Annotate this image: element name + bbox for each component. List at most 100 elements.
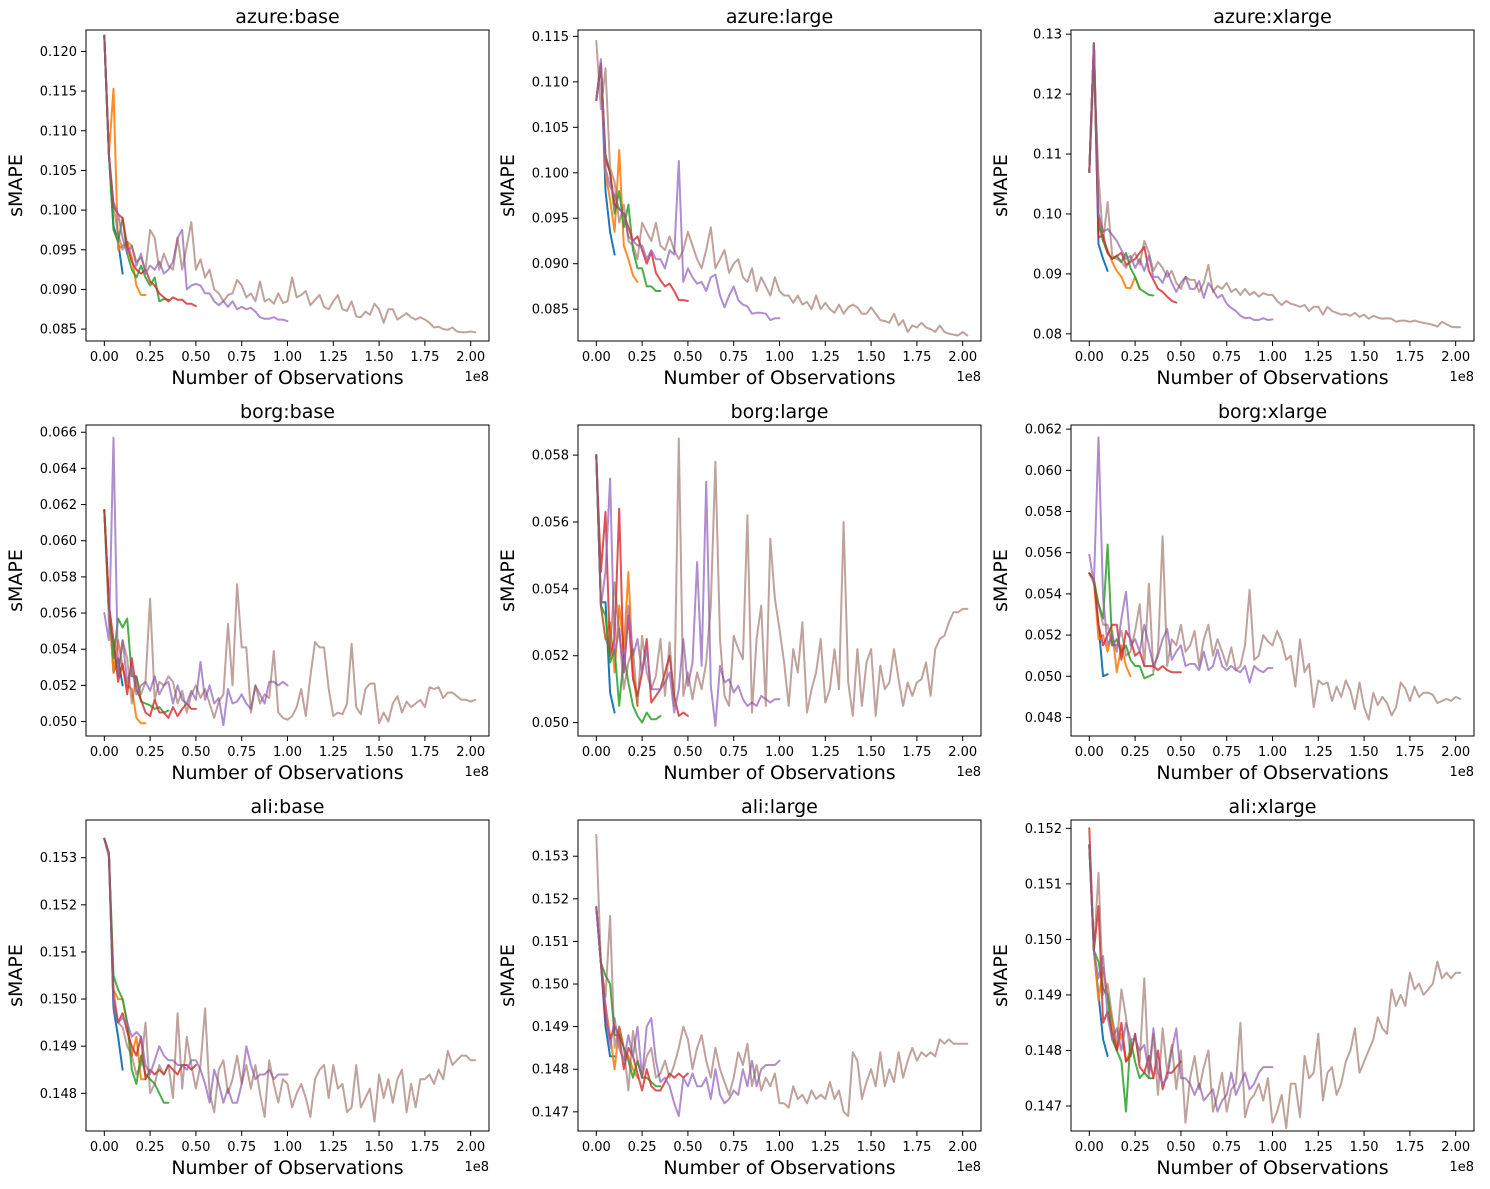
y-tick-label: 0.153 [40,851,77,866]
x-tick-label: 1.75 [1395,350,1424,365]
series-group [595,833,969,1118]
x-tick-label: 1.50 [365,350,394,365]
x-offset-label: 1e8 [1449,765,1474,780]
x-tick-label: 2.00 [456,745,485,760]
y-tick-label: 0.115 [40,85,77,100]
subplot-title: borg:large [731,401,829,423]
x-tick-label: 0.00 [90,1140,119,1155]
x-tick-label: 0.50 [1166,1140,1195,1155]
series-line-s3 [103,837,170,1104]
subplot-title: ali:xlarge [1229,796,1317,818]
y-tick-label: 0.060 [40,534,77,549]
x-tick-label: 0.00 [1075,1140,1104,1155]
y-tick-label: 0.147 [1025,1100,1062,1115]
x-axis-label: Number of Observations [663,762,895,784]
x-tick-label: 1.75 [410,350,439,365]
y-tick-label: 0.147 [532,1105,569,1120]
y-tick-label: 0.100 [532,166,569,181]
x-tick-label: 1.50 [857,350,886,365]
x-tick-label: 2.00 [1441,745,1470,760]
x-tick-label: 1.75 [1395,1140,1424,1155]
x-offset-label: 1e8 [956,765,981,780]
y-tick-label: 0.058 [532,449,569,464]
x-tick-label: 1.75 [410,1140,439,1155]
series-line-s6 [595,437,969,717]
series-line-s6 [103,509,477,725]
y-tick-label: 0.050 [532,716,569,731]
y-tick-label: 0.050 [1025,670,1062,685]
series-group [103,436,477,727]
x-tick-label: 0.25 [1121,1140,1150,1155]
y-tick-label: 0.062 [40,498,77,513]
y-tick-label: 0.148 [1025,1044,1062,1059]
y-tick-label: 0.152 [40,898,77,913]
x-tick-label: 1.75 [902,745,931,760]
x-axis-label: Number of Observations [663,1157,895,1179]
subplot-title: borg:base [240,401,335,423]
y-axis-label: sMAPE [497,944,519,1007]
y-tick-label: 0.150 [1025,933,1062,948]
x-offset-label: 1e8 [1449,1160,1474,1175]
series-line-s4 [103,509,197,719]
x-tick-label: 0.25 [136,745,165,760]
y-axis-label: sMAPE [5,549,27,612]
x-tick-label: 0.00 [1075,350,1104,365]
x-offset-label: 1e8 [464,370,489,385]
series-line-s6 [1088,844,1462,1130]
x-tick-label: 0.25 [136,350,165,365]
series-line-s5 [595,454,781,727]
subplot-borg-xlarge: 0.00 0.25 0.50 0.75 1.00 1.25 1.50 1.75 2.00 0.04… [990,401,1475,784]
x-tick-label: 1.00 [273,1140,302,1155]
series-line-s5 [1088,436,1274,684]
subplot-ali-large: 0.00 0.25 0.50 0.75 1.00 1.25 1.50 1.75 2.00 0.14… [497,796,982,1179]
y-tick-label: 0.090 [40,283,77,298]
x-axis-label: Number of Observations [663,367,895,389]
y-tick-label: 0.064 [40,462,77,477]
axes-frame [577,29,982,342]
y-axis-label: sMAPE [5,944,27,1007]
series-line-s5 [595,906,781,1118]
series-line-s5 [103,436,289,727]
x-offset-label: 1e8 [1449,370,1474,385]
subplot-azure-base: 0.00 0.25 0.50 0.75 1.00 1.25 1.50 1.75 2.00 0.08… [5,6,490,389]
axes-frame [85,29,490,342]
series-line-s4 [595,62,689,302]
x-tick-label: 2.00 [1441,1140,1470,1155]
subplot-azure-large: 0.00 0.25 0.50 0.75 1.00 1.25 1.50 1.75 2.00 0.08… [497,6,982,389]
x-tick-label: 0.25 [136,1140,165,1155]
y-axis-label: sMAPE [497,154,519,217]
series-line-s4 [103,34,197,308]
x-tick-label: 0.25 [628,350,657,365]
y-axis-label: sMAPE [990,944,1012,1007]
x-tick-label: 2.00 [456,1140,485,1155]
x-tick-label: 0.50 [181,350,210,365]
y-tick-label: 0.050 [40,715,77,730]
x-tick-label: 1.25 [811,1140,840,1155]
x-tick-label: 1.00 [273,350,302,365]
y-tick-label: 0.149 [40,1040,77,1055]
x-tick-label: 0.75 [227,350,256,365]
y-tick-label: 0.052 [40,679,77,694]
x-tick-label: 0.75 [719,350,748,365]
x-tick-label: 1.50 [857,1140,886,1155]
x-tick-label: 1.00 [765,1140,794,1155]
y-tick-label: 0.054 [40,643,77,658]
series-line-s6 [1088,66,1462,329]
y-tick-label: 0.060 [1025,464,1062,479]
x-offset-label: 1e8 [956,1160,981,1175]
y-tick-label: 0.149 [532,1020,569,1035]
x-tick-label: 1.00 [273,745,302,760]
y-tick-label: 0.056 [1025,546,1062,561]
x-tick-label: 0.00 [582,745,611,760]
y-tick-label: 0.048 [1025,711,1062,726]
series-group [103,837,477,1123]
series-group [1088,827,1462,1130]
y-tick-label: 0.054 [1025,587,1062,602]
y-tick-label: 0.120 [40,45,77,60]
x-tick-label: 0.25 [628,1140,657,1155]
x-tick-label: 0.00 [1075,745,1104,760]
series-group [595,437,969,727]
x-tick-label: 2.00 [1441,350,1470,365]
x-tick-label: 0.00 [582,1140,611,1155]
subplot-title: azure:xlarge [1213,6,1332,28]
